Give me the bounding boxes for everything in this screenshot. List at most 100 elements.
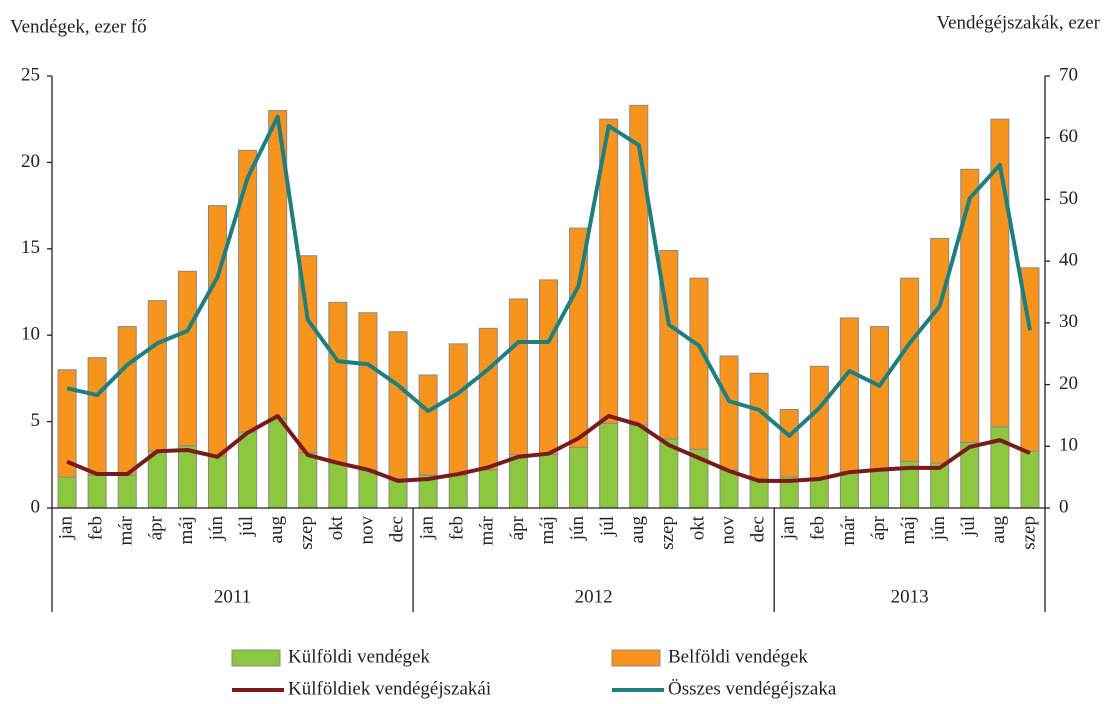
bar	[599, 422, 619, 509]
bar	[599, 118, 619, 424]
bar	[869, 469, 890, 509]
bar	[538, 453, 559, 509]
group-label: 2013	[891, 586, 929, 607]
x-tick-label: jún	[206, 516, 227, 542]
group-label: 2012	[575, 586, 613, 607]
y-axis-label: Vendégek, ezer fő	[10, 16, 147, 37]
bar	[749, 372, 769, 480]
x-tick-label: máj	[176, 516, 197, 545]
line	[66, 414, 1031, 483]
x-tick-label: okt	[687, 515, 708, 540]
bar	[117, 474, 137, 509]
bar	[809, 478, 829, 509]
bar	[478, 327, 498, 471]
bar	[57, 369, 77, 478]
x-tick-label: júl	[958, 516, 979, 537]
bar	[448, 474, 468, 509]
x-tick-label: máj	[537, 516, 558, 545]
bar	[839, 317, 859, 473]
x-tick-label: aug	[988, 516, 1009, 544]
bar	[1020, 450, 1040, 509]
x-tick-label: már	[477, 515, 498, 545]
bar	[508, 453, 528, 509]
y2-tick-label: 20	[1059, 373, 1078, 394]
x-tick-label: aug	[266, 516, 287, 544]
y2-tick-label: 40	[1059, 250, 1078, 271]
bar	[448, 343, 468, 476]
bar	[358, 469, 378, 509]
bar	[689, 277, 709, 450]
bar	[478, 469, 498, 509]
x-tick-label: szep	[1018, 516, 1039, 550]
x-tick-label: ápr	[507, 515, 528, 540]
line	[66, 114, 1032, 438]
legend-swatch	[231, 649, 281, 667]
bar	[869, 326, 890, 471]
x-tick-label: szep	[657, 516, 678, 550]
x-tick-label: dec	[386, 516, 407, 542]
bar	[268, 417, 288, 509]
bar	[147, 450, 167, 509]
bar	[328, 301, 348, 464]
y2-tick-label: 60	[1059, 126, 1078, 147]
x-tick-label: okt	[326, 515, 347, 540]
legend-label: Összes vendégéjszaka	[668, 678, 837, 699]
bar	[569, 227, 589, 449]
x-tick-label: jún	[567, 516, 588, 542]
bar	[719, 355, 739, 471]
bar	[177, 270, 197, 447]
legend-label: Belföldi vendégek	[668, 646, 808, 667]
x-tick-label: jún	[928, 516, 949, 542]
x-tick-label: jan	[416, 516, 437, 541]
x-tick-label: feb	[808, 516, 829, 540]
x-tick-label: dec	[747, 516, 768, 542]
y2-axis-label: Vendégéjszakák, ezer	[936, 12, 1100, 33]
x-tick-label: jan	[55, 516, 76, 541]
x-tick-label: nov	[356, 516, 377, 545]
y-tick-label: 20	[21, 151, 40, 172]
bar	[358, 312, 378, 471]
y-tick-label: 15	[21, 237, 40, 258]
y2-tick-label: 10	[1059, 435, 1078, 456]
x-tick-label: már	[116, 515, 137, 545]
bar	[238, 431, 258, 509]
x-tick-label: aug	[627, 516, 648, 544]
bar	[87, 357, 107, 476]
bar	[508, 298, 528, 455]
x-tick-label: júl	[597, 516, 618, 537]
x-tick-label: szep	[296, 516, 317, 550]
bar	[177, 445, 197, 509]
bar	[930, 237, 950, 464]
y2-tick-label: 0	[1059, 496, 1069, 517]
y-tick-label: 10	[21, 324, 40, 345]
bar	[779, 409, 799, 478]
bar	[960, 168, 980, 443]
bar	[719, 469, 739, 509]
bar	[207, 205, 228, 457]
bar	[418, 374, 438, 476]
x-tick-label: ápr	[146, 515, 167, 540]
bar	[629, 424, 649, 509]
bar	[388, 331, 408, 480]
y2-tick-label: 70	[1059, 64, 1078, 85]
bar	[538, 279, 559, 455]
bar	[749, 478, 769, 509]
y-tick-label: 0	[31, 496, 41, 517]
x-tick-label: jan	[778, 516, 799, 541]
bar	[839, 471, 859, 509]
x-tick-label: máj	[898, 516, 919, 545]
group-label: 2011	[214, 586, 251, 607]
x-tick-label: már	[838, 515, 859, 545]
bar	[569, 447, 589, 509]
bar	[207, 455, 228, 509]
bar	[388, 478, 408, 509]
x-tick-label: nov	[717, 516, 738, 545]
x-tick-label: júl	[236, 516, 257, 537]
bar	[87, 474, 107, 509]
bar	[147, 300, 167, 452]
y-tick-label: 5	[31, 410, 41, 431]
x-tick-label: feb	[447, 516, 468, 540]
bar	[809, 365, 829, 480]
y2-tick-label: 50	[1059, 188, 1078, 209]
bar	[117, 326, 137, 476]
